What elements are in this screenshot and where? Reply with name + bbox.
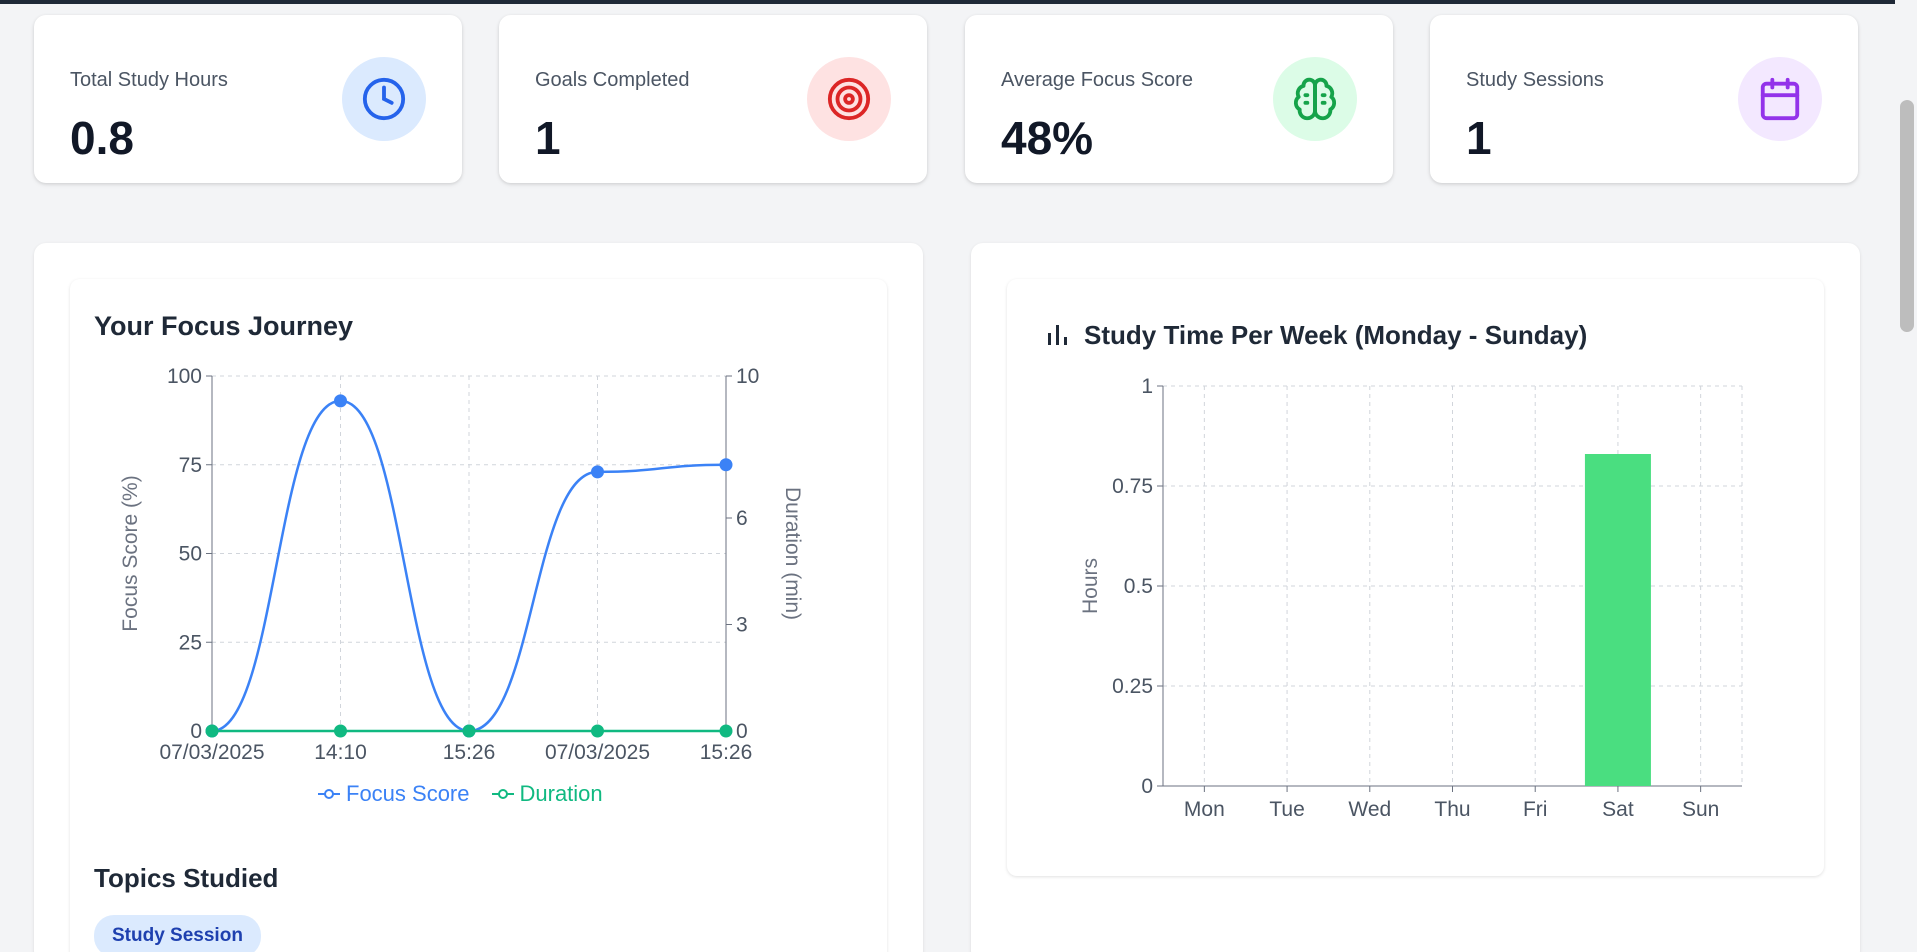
- data-point-duration: [591, 724, 604, 738]
- stat-value: 1: [1466, 112, 1492, 164]
- stat-label: Average Focus Score: [1001, 69, 1193, 91]
- x-tick-label: Tue: [1269, 798, 1304, 821]
- calendar-icon: [1738, 57, 1822, 141]
- stat-value: 1: [535, 112, 561, 164]
- legend-marker-icon: [491, 789, 514, 799]
- y-axis-label: Hours: [1079, 558, 1102, 614]
- y-tick-label: 0: [1141, 775, 1153, 798]
- data-point-duration: [205, 724, 219, 738]
- legend-item-duration[interactable]: Duration: [491, 781, 603, 807]
- x-tick-label: Sun: [1682, 798, 1719, 821]
- data-point-duration: [462, 724, 476, 738]
- topic-chip[interactable]: Study Session: [94, 915, 261, 952]
- legend-item-focus-score[interactable]: Focus Score: [318, 781, 470, 807]
- clock-icon: [342, 57, 426, 141]
- bar-sat: [1584, 454, 1651, 786]
- legend-marker-icon: [318, 789, 340, 799]
- stat-card-total-study-hours: Total Study Hours 0.8: [34, 15, 462, 183]
- x-tick-label: 14:10: [314, 741, 367, 764]
- x-tick-label: 15:26: [443, 741, 496, 764]
- x-tick-label: Thu: [1434, 798, 1470, 821]
- x-tick-label: 07/03/2025: [545, 741, 650, 764]
- y2-tick-label: 6: [736, 507, 748, 530]
- window-top-border: [0, 0, 1917, 4]
- x-tick-label: Sat: [1602, 798, 1634, 821]
- y-tick-label: 1: [1141, 375, 1153, 398]
- x-tick-label: 15:26: [700, 741, 753, 764]
- data-point-duration: [719, 724, 733, 738]
- y-tick-label: 100: [167, 365, 202, 388]
- bar-chart-icon: [1047, 323, 1069, 352]
- brain-icon: [1273, 57, 1357, 141]
- stat-label: Study Sessions: [1466, 69, 1604, 91]
- focus-journey-legend: Focus Score Duration: [318, 781, 603, 807]
- focus-journey-card: Your Focus Journey 0 25 50 75 100 0 3 6 10 07/03/…: [70, 279, 887, 952]
- stat-label: Goals Completed: [535, 69, 690, 91]
- y2-tick-label: 3: [736, 614, 748, 637]
- legend-label: Focus Score: [346, 781, 470, 806]
- y-tick-label: 50: [179, 543, 202, 566]
- y2-tick-label: 0: [736, 720, 748, 743]
- focus-journey-title: Your Focus Journey: [94, 311, 354, 341]
- focus-journey-chart: 0 25 50 75 100 0 3 6 10 07/03/2025 14:10 15:26 07/03…: [119, 365, 804, 764]
- stat-card-study-sessions: Study Sessions 1: [1430, 15, 1858, 183]
- x-tick-label: 07/03/2025: [159, 741, 264, 764]
- stat-card-goals-completed: Goals Completed 1: [499, 15, 927, 183]
- scrollbar-thumb[interactable]: [1900, 100, 1914, 332]
- y-tick-label: 75: [179, 454, 202, 477]
- focus-panel: Your Focus Journey 0 25 50 75 100 0 3 6 10 07/03/…: [34, 243, 923, 952]
- data-point-duration: [334, 724, 347, 738]
- stat-card-average-focus-score: Average Focus Score 48%: [965, 15, 1393, 183]
- x-tick-label: Fri: [1523, 798, 1548, 821]
- data-point-focus-score: [719, 458, 733, 472]
- weekly-study-title: Study Time Per Week (Monday - Sunday): [1084, 320, 1588, 350]
- y-tick-label: 0.5: [1124, 575, 1153, 598]
- x-tick-label: Wed: [1348, 798, 1391, 821]
- y2-axis-label: Duration (min): [781, 487, 804, 620]
- topics-studied-title: Topics Studied: [94, 863, 279, 893]
- data-point-focus-score: [591, 465, 604, 479]
- stat-label: Total Study Hours: [70, 69, 228, 91]
- y2-tick-label: 10: [736, 365, 759, 388]
- data-point-focus-score: [334, 394, 347, 408]
- target-icon: [807, 57, 891, 141]
- stat-value: 0.8: [70, 112, 134, 164]
- x-tick-label: Mon: [1184, 798, 1225, 821]
- y-tick-label: 0.75: [1112, 475, 1153, 498]
- y-tick-label: 0: [190, 720, 202, 743]
- weekly-study-chart: 0 0.25 0.5 0.75 1 Mon Tue Wed Thu Fri Sat Sun Hours: [1079, 375, 1743, 821]
- y-tick-label: 0.25: [1112, 675, 1153, 698]
- legend-label: Duration: [519, 781, 603, 806]
- y-tick-label: 25: [179, 631, 202, 654]
- stat-value: 48%: [1001, 112, 1094, 164]
- y-axis-label: Focus Score (%): [119, 475, 142, 631]
